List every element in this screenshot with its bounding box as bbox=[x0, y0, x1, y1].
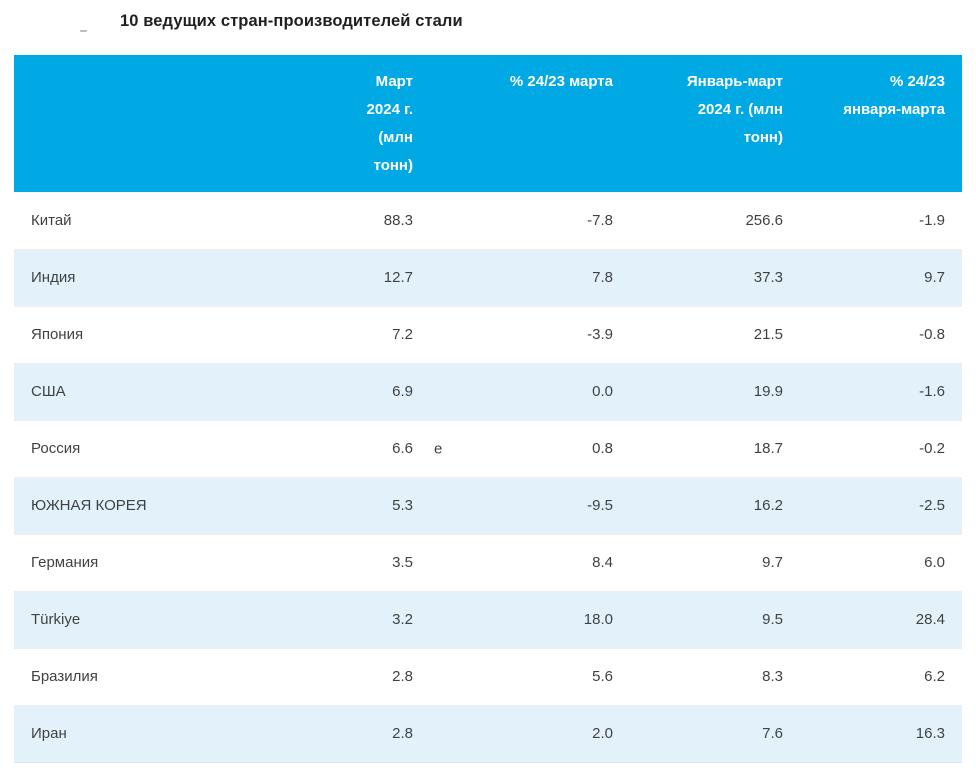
march-2024-cell: 88.3 bbox=[383, 211, 413, 229]
jan-mar-2024-cell: 16.2 bbox=[753, 497, 783, 514]
march-2024-cell: 2.8 bbox=[392, 668, 413, 685]
country-cell: Япония bbox=[31, 326, 84, 343]
pct-march-cell: -7.8 bbox=[587, 211, 613, 229]
table-row: Бразилия 2.8 5.6 8.3 6.2 bbox=[14, 648, 962, 705]
pct-march-cell: 0.8 bbox=[592, 440, 613, 457]
pct-march-cell: 0.0 bbox=[592, 383, 613, 400]
table-row: Германия 3.5 8.4 9.7 6.0 bbox=[14, 534, 962, 591]
country-cell: Иран bbox=[31, 725, 67, 742]
table-row: Индия 12.7 7.8 37.3 9.7 bbox=[14, 249, 962, 306]
jan-mar-2024-cell: 9.5 bbox=[762, 611, 783, 628]
pct-jan-mar-cell: 6.0 bbox=[924, 554, 945, 571]
pct-jan-mar-cell: -2.5 bbox=[919, 497, 945, 514]
table-row: США 6.9 0.0 19.9 -1.6 bbox=[14, 363, 962, 420]
march-2024-cell: 5.3 bbox=[392, 497, 413, 514]
table-row: Япония 7.2 -3.9 21.5 -0.8 bbox=[14, 306, 962, 363]
pct-jan-mar-cell: 16.3 bbox=[915, 725, 945, 742]
country-cell: ЮЖНАЯ КОРЕЯ bbox=[31, 497, 147, 514]
table-row: Иран 2.8 2.0 7.6 16.3 bbox=[14, 705, 962, 762]
pct-march-cell: 2.0 bbox=[592, 725, 613, 742]
march-2024-cell: 3.5 bbox=[392, 554, 413, 571]
pct-march-cell: 18.0 bbox=[583, 611, 613, 628]
country-cell: Германия bbox=[31, 554, 99, 571]
pct-march-cell: 7.8 bbox=[592, 269, 613, 286]
table-row: Китай 88.3 -7.8 256.6 -1.9 bbox=[14, 192, 962, 249]
jan-mar-2024-cell: 9.7 bbox=[762, 554, 783, 571]
country-cell: Индия bbox=[31, 269, 76, 286]
jan-mar-2024-cell: 21.5 bbox=[753, 326, 783, 343]
estimate-marker: е bbox=[434, 440, 443, 457]
march-2024-cell: 3.2 bbox=[392, 611, 413, 628]
pct-jan-mar-cell: -0.2 bbox=[919, 440, 945, 457]
jan-mar-2024-cell: 18.7 bbox=[753, 440, 783, 457]
col-header-country bbox=[14, 55, 330, 192]
march-2024-cell: 6.6 е bbox=[392, 440, 443, 457]
page-title: 10 ведущих стран-производителей стали bbox=[120, 12, 463, 30]
country-cell: Türkiye bbox=[31, 611, 81, 628]
jan-mar-2024-cell: 256.6 bbox=[745, 211, 783, 229]
march-2024-cell: 6.9 bbox=[392, 383, 413, 400]
steel-producers-table: Март 2024 г. (млн тонн) % 24/23 марта Ян… bbox=[14, 55, 962, 763]
country-cell: Китай bbox=[31, 211, 72, 229]
title-marker bbox=[80, 30, 87, 32]
march-2024-cell: 2.8 bbox=[392, 725, 413, 742]
jan-mar-2024-cell: 8.3 bbox=[762, 668, 783, 685]
table-body: Китай 88.3 -7.8 256.6 -1.9 Индия 12.7 7.8 37.3 9.… bbox=[14, 192, 962, 762]
col-header-pct-jan-mar: % 24/23 января-марта bbox=[800, 55, 962, 192]
jan-mar-2024-cell: 37.3 bbox=[753, 269, 783, 286]
pct-march-cell: -9.5 bbox=[587, 497, 613, 514]
col-header-jan-mar-2024: Январь-март 2024 г. (млн тонн) bbox=[630, 55, 800, 192]
pct-march-cell: 8.4 bbox=[592, 554, 613, 571]
pct-jan-mar-cell: 28.4 bbox=[915, 611, 945, 628]
march-2024-cell: 12.7 bbox=[383, 269, 413, 286]
jan-mar-2024-cell: 19.9 bbox=[753, 383, 783, 400]
pct-jan-mar-cell: -1.6 bbox=[919, 383, 945, 400]
header-row: Март 2024 г. (млн тонн) % 24/23 марта Ян… bbox=[14, 55, 962, 192]
pct-jan-mar-cell: -1.9 bbox=[919, 211, 945, 229]
jan-mar-2024-cell: 7.6 bbox=[762, 725, 783, 742]
pct-jan-mar-cell: 9.7 bbox=[924, 269, 945, 286]
table-row: Türkiye 3.2 18.0 9.5 28.4 bbox=[14, 591, 962, 648]
table-header: Март 2024 г. (млн тонн) % 24/23 марта Ян… bbox=[14, 55, 962, 192]
col-header-march-2024: Март 2024 г. (млн тонн) bbox=[330, 55, 430, 192]
country-cell: США bbox=[31, 383, 66, 400]
table-row: ЮЖНАЯ КОРЕЯ 5.3 -9.5 16.2 -2.5 bbox=[14, 477, 962, 534]
col-header-pct-march: % 24/23 марта bbox=[430, 55, 630, 192]
country-cell: Россия bbox=[31, 440, 81, 457]
pct-march-cell: -3.9 bbox=[587, 326, 613, 343]
country-cell: Бразилия bbox=[31, 668, 98, 685]
pct-jan-mar-cell: -0.8 bbox=[919, 326, 945, 343]
table-row: Россия 6.6 е 0.8 18.7 -0.2 bbox=[14, 420, 962, 477]
pct-march-cell: 5.6 bbox=[592, 668, 613, 685]
march-2024-cell: 7.2 bbox=[392, 326, 413, 343]
pct-jan-mar-cell: 6.2 bbox=[924, 668, 945, 685]
